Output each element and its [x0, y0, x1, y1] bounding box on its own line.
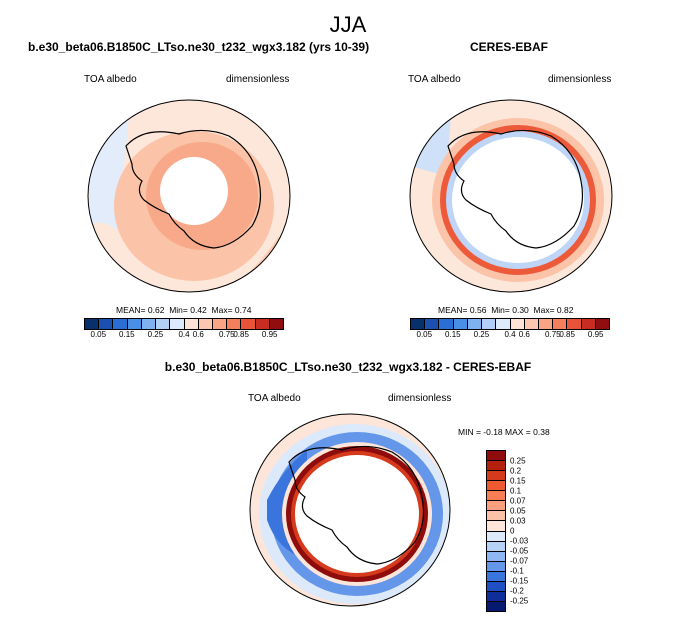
colorbar-tick-label: 0.6: [518, 330, 530, 339]
diff-colorbar-swatch: [487, 491, 505, 502]
model-stats: MEAN= 0.62 Min= 0.42 Max= 0.74: [116, 305, 252, 315]
obs-units-label: dimensionless: [548, 74, 612, 85]
diff-colorbar-swatch: [487, 471, 505, 482]
colorbar-tick-label: 0.05: [416, 330, 433, 339]
colorbar-tick-label: 0.4: [178, 330, 190, 339]
colorbar-tick-label: 0.85: [559, 330, 575, 339]
diff-units-label: dimensionless: [388, 393, 452, 404]
diff-colorbar-tick-label: -0.03: [510, 536, 529, 546]
colorbar-swatch: [255, 319, 270, 329]
diff-colorbar-swatch: [487, 501, 505, 512]
diff-colorbar-swatch: [487, 601, 505, 611]
diff-colorbar-swatch: [487, 511, 505, 522]
diff-colorbar-tick-label: -0.05: [510, 546, 529, 556]
diff-polar-map: [249, 413, 451, 607]
diff-colorbar-swatch: [487, 591, 505, 602]
diff-var-label: TOA albedo: [248, 393, 301, 404]
colorbar-tick-label: 0.75: [545, 330, 561, 339]
colorbar-tick-label: 0.75: [219, 330, 235, 339]
colorbar-swatch: [127, 319, 142, 329]
colorbar-tick-label: 0.05: [90, 330, 107, 339]
diff-colorbar-swatch: [487, 561, 505, 572]
model-colorbar: 0.05 0.15 0.25 0.4 0.6 0.75 0.85 0.95: [84, 318, 284, 340]
colorbar-swatch: [156, 319, 171, 329]
diff-title: b.e30_beta06.B1850C_LTso.ne30_t232_wgx3.…: [164, 360, 532, 374]
colorbar-swatch: [467, 319, 483, 329]
colorbar-swatch: [170, 319, 185, 329]
diff-colorbar-swatch: [487, 541, 505, 552]
colorbar-tick-label: 0.15: [445, 330, 461, 339]
diff-colorbar-swatch: [487, 581, 505, 592]
colorbar-tick-label: 0.25: [473, 330, 490, 339]
colorbar-swatch: [538, 319, 554, 329]
diff-colorbar-tick-label: -0.2: [510, 586, 524, 596]
colorbar-swatch: [553, 319, 568, 329]
obs-var-label: TOA albedo: [408, 74, 461, 85]
diff-colorbar-swatch: [487, 551, 505, 562]
model-polar-map: [87, 99, 291, 293]
obs-stats: MEAN= 0.56 Min= 0.30 Max= 0.82: [438, 305, 574, 315]
model-var-label: TOA albedo: [84, 74, 137, 85]
colorbar-tick-label: 0.95: [587, 330, 604, 339]
diff-colorbar-tick-label: -0.25: [510, 596, 529, 606]
diff-colorbar-tick-label: 0.07: [510, 496, 526, 506]
diff-colorbar-swatch: [487, 461, 505, 472]
diff-colorbar-ticks: 0.25 0.2 0.15 0.1 0.07 0.05 0.03 0 -0.03 -0.05 -0.…: [510, 451, 550, 611]
diff-colorbar-tick-label: 0.15: [510, 476, 526, 486]
colorbar-swatch: [524, 319, 539, 329]
colorbar-swatch: [439, 319, 454, 329]
colorbar-swatch: [510, 319, 525, 329]
diff-colorbar-tick-label: -0.07: [510, 556, 529, 566]
diff-colorbar-swatch: [487, 571, 505, 582]
colorbar-tick-label: 0.15: [119, 330, 135, 339]
diff-colorbar-tick-label: 0: [510, 526, 515, 536]
colorbar-swatch: [411, 319, 426, 329]
diff-colorbar-swatch: [487, 451, 505, 462]
colorbar-swatch: [141, 319, 157, 329]
colorbar-swatch: [85, 319, 100, 329]
diff-colorbar-tick-label: -0.1: [510, 566, 524, 576]
diff-colorbar-tick-label: -0.15: [510, 576, 529, 586]
case-title: b.e30_beta06.B1850C_LTso.ne30_t232_wgx3.…: [28, 40, 370, 54]
colorbar-swatch: [567, 319, 582, 329]
colorbar-tick-label: 0.85: [233, 330, 249, 339]
colorbar-swatch: [227, 319, 242, 329]
obs-colorbar: 0.05 0.15 0.25 0.4 0.6 0.75 0.85 0.95: [410, 318, 610, 340]
colorbar-swatch: [425, 319, 440, 329]
colorbar-swatch: [99, 319, 114, 329]
colorbar-swatch: [453, 319, 468, 329]
colorbar-swatch: [496, 319, 511, 329]
model-units-label: dimensionless: [226, 74, 290, 85]
obs-polar-map: [409, 99, 613, 293]
diff-stats: MIN = -0.18 MAX = 0.38: [458, 427, 550, 437]
diff-colorbar-swatch: [487, 531, 505, 542]
diff-colorbar-swatch: [487, 481, 505, 492]
diff-colorbar-swatch: [487, 521, 505, 532]
diff-colorbar: [486, 450, 506, 612]
colorbar-tick-label: 0.95: [261, 330, 278, 339]
obs-title: CERES-EBAF: [470, 40, 549, 54]
colorbar-tick-label: 0.25: [147, 330, 164, 339]
colorbar-swatch: [595, 319, 610, 329]
colorbar-swatch: [212, 319, 228, 329]
colorbar-tick-label: 0.6: [192, 330, 204, 339]
diff-colorbar-tick-label: 0.2: [510, 466, 522, 476]
season-title: JJA: [329, 12, 367, 37]
diff-colorbar-tick-label: 0.05: [510, 506, 526, 516]
diff-colorbar-tick-label: 0.03: [510, 516, 526, 526]
colorbar-swatch: [113, 319, 128, 329]
colorbar-swatch: [184, 319, 199, 329]
colorbar-swatch: [198, 319, 213, 329]
diff-colorbar-tick-label: 0.1: [510, 486, 522, 496]
colorbar-swatch: [482, 319, 497, 329]
colorbar-swatch: [581, 319, 596, 329]
colorbar-tick-label: 0.4: [504, 330, 516, 339]
diff-colorbar-tick-label: 0.25: [510, 456, 526, 466]
colorbar-swatch: [269, 319, 284, 329]
colorbar-swatch: [241, 319, 256, 329]
